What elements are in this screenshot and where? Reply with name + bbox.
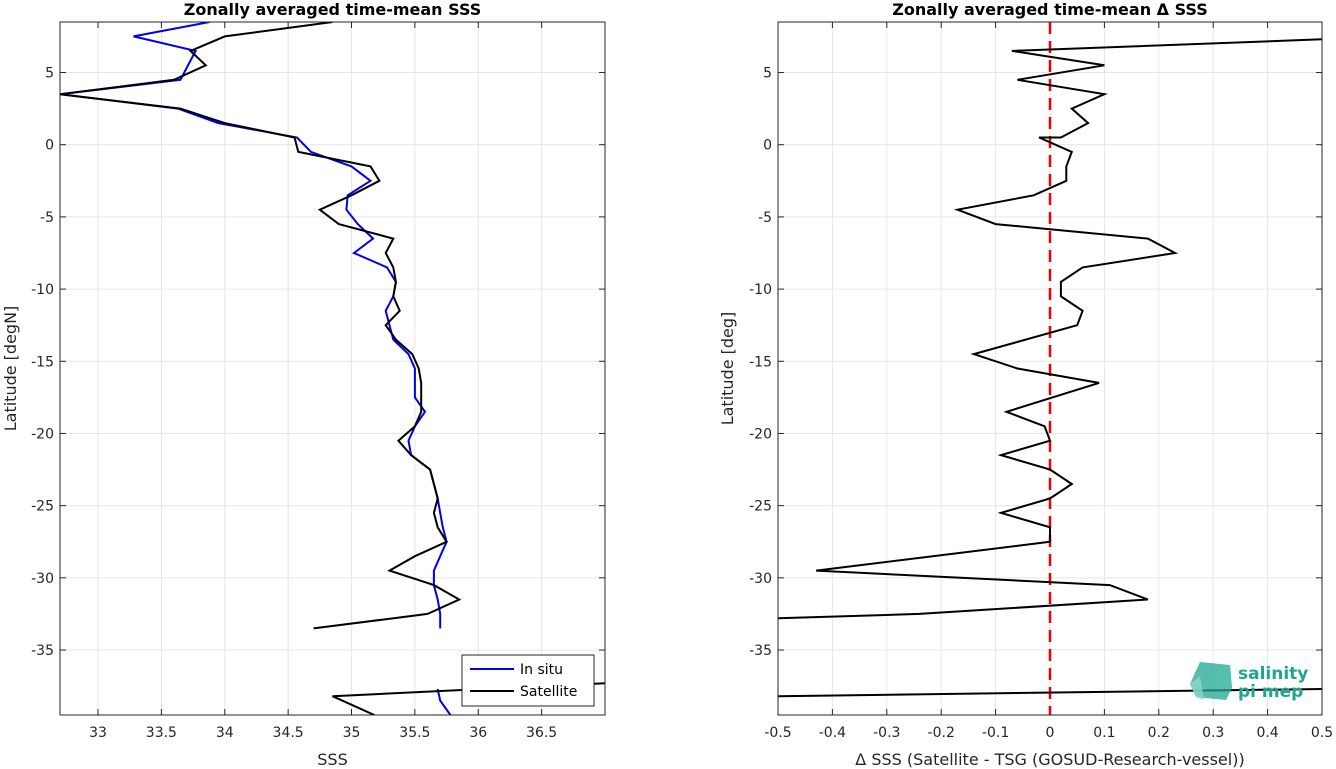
y-tick-label: -20 [749, 426, 772, 442]
y-tick-label: 5 [45, 66, 54, 82]
x-tick-label: 0.3 [1202, 725, 1224, 741]
axes-box [777, 21, 1323, 716]
x-tick-label: 0.1 [1093, 725, 1115, 741]
x-tick-label: 34 [216, 725, 234, 741]
x-tick-label: 0.2 [1148, 725, 1170, 741]
y-tick-label: -10 [31, 282, 54, 298]
legend-label: Satellite [520, 684, 577, 700]
y-tick-label: -15 [31, 354, 54, 370]
y-axis-label: Latitude [deg] [718, 312, 737, 426]
x-axis-label: Δ SSS (Satellite - TSG (GOSUD-Research-v… [855, 750, 1244, 769]
logo-cube-facet [1190, 676, 1204, 700]
logo-text-line1: salinity [1238, 664, 1308, 684]
series-line-delta [778, 38, 1322, 620]
x-tick-label: -0.4 [819, 725, 846, 741]
y-tick-label: -30 [749, 571, 772, 587]
x-axis-label: SSS [317, 750, 347, 769]
legend-label: In situ [520, 662, 563, 678]
x-tick-label: -0.5 [764, 725, 791, 741]
y-tick-label: -20 [31, 426, 54, 442]
y-tick-label: -10 [749, 282, 772, 298]
x-tick-label: 35 [343, 725, 361, 741]
chart-2: -0.5 -0.4 -0.3 -0.2 -0.1 0 0.1 0.2 0.3 0.4 0.5 5 0 -5… [718, 0, 1333, 769]
chart-title: Zonally averaged time-mean SSS [184, 0, 482, 19]
x-tick-label: 33 [89, 725, 107, 741]
y-axis-label: Latitude [degN] [1, 306, 20, 432]
x-tick-label: 0 [1046, 725, 1055, 741]
y-tick-label: -35 [31, 643, 54, 659]
x-tick-label: 36 [469, 725, 487, 741]
y-tick-label: 0 [45, 138, 54, 154]
x-tick-label: 0.4 [1256, 725, 1278, 741]
x-tick-label: 36.5 [526, 725, 557, 741]
y-tick-label: -15 [749, 354, 772, 370]
x-tick-label: 33.5 [146, 725, 177, 741]
legend-box [461, 654, 595, 707]
chart-title: Zonally averaged time-mean Δ SSS [892, 0, 1208, 19]
y-tick-label: 5 [763, 66, 772, 82]
x-tick-label: -0.2 [928, 725, 955, 741]
y-tick-label: 0 [763, 138, 772, 154]
axes-box [59, 21, 606, 716]
x-tick-label: 34.5 [273, 725, 304, 741]
chart-1: 33 33.5 34 34.5 35 35.5 36 36.5 5 0 -5 -10 -15 -20 -25… [1, 0, 606, 769]
y-tick-label: -5 [40, 210, 54, 226]
series-line-satellite [60, 22, 462, 630]
legend: In situ Satellite [461, 654, 595, 707]
y-tick-label: -25 [749, 499, 772, 515]
x-tick-label: 35.5 [399, 725, 430, 741]
y-tick-label: -35 [749, 643, 772, 659]
x-tick-label: -0.3 [873, 725, 900, 741]
y-tick-label: -25 [31, 499, 54, 515]
series-line-in-situ [436, 688, 452, 715]
y-tick-label: -30 [31, 571, 54, 587]
plot-area [60, 22, 605, 715]
y-tick-label: -5 [758, 210, 772, 226]
x-tick-label: 0.5 [1311, 725, 1333, 741]
x-tick-label: -0.1 [982, 725, 1009, 741]
logo-cube-facet [1214, 665, 1232, 688]
series-line-delta [778, 688, 1322, 698]
logo-text-line2: pi mep [1238, 682, 1303, 702]
